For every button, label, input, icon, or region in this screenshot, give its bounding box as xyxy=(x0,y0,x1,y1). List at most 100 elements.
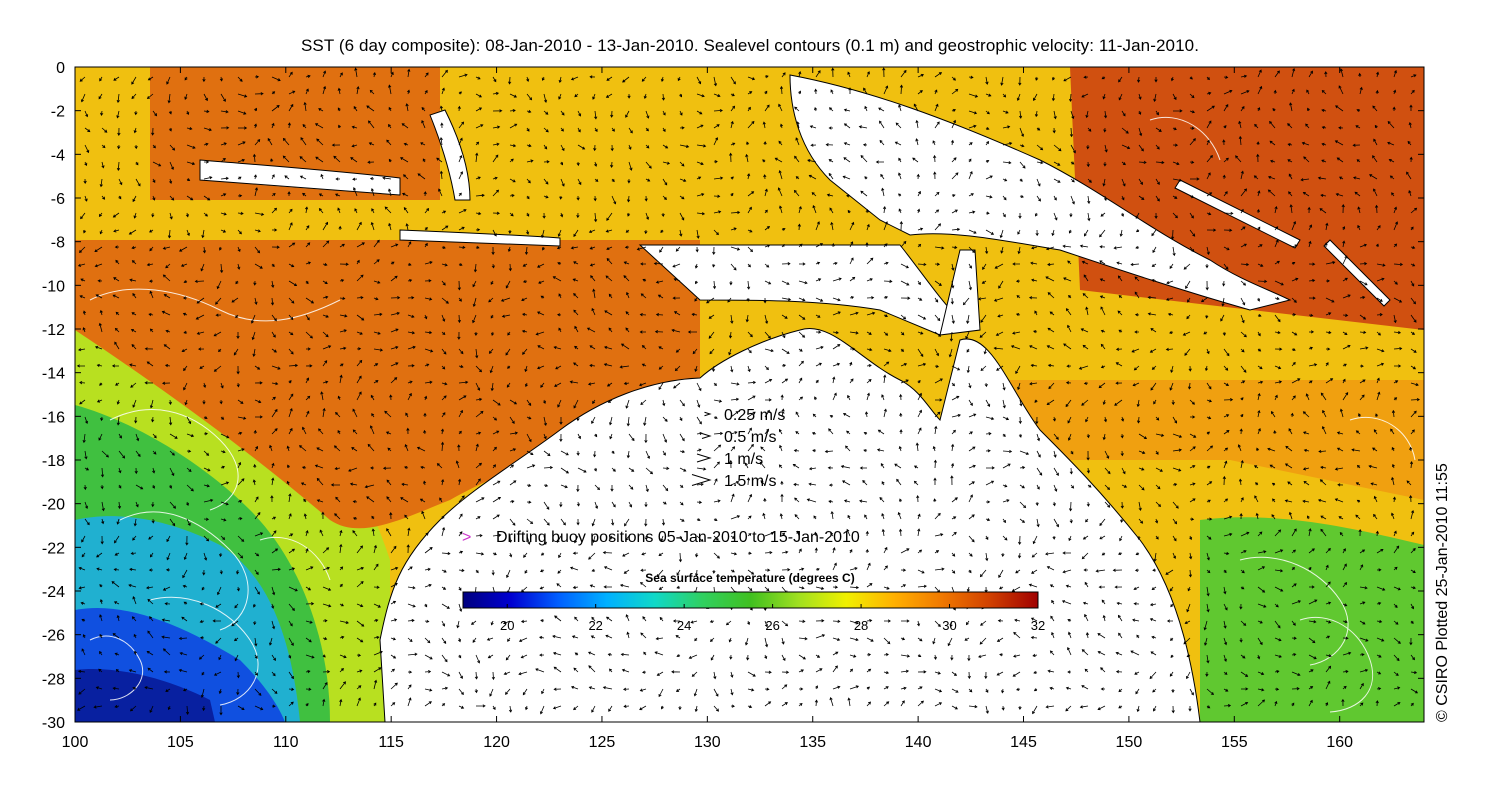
velocity-arrow xyxy=(865,242,869,247)
velocity-arrow xyxy=(441,348,447,355)
velocity-arrow xyxy=(696,448,702,452)
velocity-arrow xyxy=(985,140,990,146)
velocity-arrow xyxy=(373,585,380,589)
velocity-arrow xyxy=(917,380,921,384)
velocity-arrow xyxy=(1137,535,1141,540)
velocity-arrow xyxy=(162,274,171,282)
velocity-arrow xyxy=(1170,603,1174,608)
velocity-arrow xyxy=(985,195,993,199)
velocity-arrow xyxy=(220,465,226,469)
velocity-arrow xyxy=(1087,212,1091,222)
velocity-arrow xyxy=(1206,688,1214,695)
velocity-arrow xyxy=(288,513,292,520)
velocity-arrow xyxy=(330,483,341,487)
velocity-arrow xyxy=(1206,465,1211,469)
velocity-arrow xyxy=(574,345,579,350)
velocity-arrow xyxy=(866,379,872,384)
velocity-arrow xyxy=(1257,427,1261,435)
velocity-arrow xyxy=(1172,195,1178,199)
velocity-arrow xyxy=(611,450,615,454)
velocity-arrow xyxy=(662,501,667,505)
velocity-arrow xyxy=(759,461,766,469)
velocity-arrow xyxy=(237,141,246,146)
velocity-arrow xyxy=(1035,76,1039,81)
velocity-arrow xyxy=(524,382,528,388)
velocity-arrow xyxy=(1257,566,1266,571)
velocity-arrow xyxy=(356,314,365,321)
velocity-arrow xyxy=(1376,391,1381,401)
velocity-arrow xyxy=(1189,160,1195,164)
velocity-arrow xyxy=(390,545,397,554)
velocity-arrow xyxy=(288,331,294,336)
velocity-arrow xyxy=(934,378,943,384)
velocity-arrow xyxy=(730,246,741,251)
velocity-arrow xyxy=(1099,260,1106,265)
velocity-arrow xyxy=(912,157,919,163)
velocity-arrow xyxy=(185,212,189,218)
velocity-arrow xyxy=(883,221,888,231)
velocity-arrow xyxy=(968,170,973,180)
velocity-arrow xyxy=(116,93,120,104)
velocity-arrow xyxy=(271,314,277,322)
velocity-arrow xyxy=(543,144,548,150)
velocity-arrow xyxy=(815,70,821,78)
velocity-arrow xyxy=(524,705,529,711)
velocity-arrow xyxy=(1375,700,1379,707)
velocity-arrow xyxy=(1190,415,1196,419)
velocity-arrow xyxy=(607,653,613,657)
velocity-arrow xyxy=(1206,552,1210,561)
velocity-arrow xyxy=(356,697,361,707)
velocity-arrow xyxy=(524,246,529,255)
velocity-arrow xyxy=(388,106,392,112)
velocity-arrow xyxy=(116,416,120,426)
velocity-arrow xyxy=(407,262,412,266)
velocity-arrow xyxy=(322,221,328,231)
velocity-arrow xyxy=(509,93,518,98)
velocity-arrow xyxy=(1410,688,1419,694)
velocity-arrow xyxy=(879,139,885,146)
velocity-arrow xyxy=(950,443,955,452)
velocity-arrow xyxy=(640,568,647,572)
velocity-arrow xyxy=(339,262,349,266)
velocity-arrow xyxy=(335,177,340,181)
velocity-arrow xyxy=(318,207,324,214)
velocity-arrow xyxy=(1359,295,1366,300)
velocity-arrow xyxy=(849,654,857,658)
velocity-arrow xyxy=(165,329,171,333)
velocity-arrow xyxy=(815,619,825,623)
velocity-arrow xyxy=(475,397,483,402)
velocity-arrow xyxy=(254,671,258,676)
velocity-arrow xyxy=(1172,212,1178,219)
velocity-arrow xyxy=(998,280,1004,289)
velocity-arrow xyxy=(570,76,579,81)
velocity-arrow xyxy=(77,669,86,674)
velocity-arrow xyxy=(1408,190,1412,197)
velocity-arrow xyxy=(798,377,803,384)
velocity-arrow xyxy=(913,480,919,486)
velocity-arrow xyxy=(573,362,579,367)
velocity-arrow xyxy=(1069,212,1073,218)
velocity-arrow xyxy=(1152,246,1157,254)
velocity-arrow xyxy=(441,526,446,537)
velocity-arrow xyxy=(1117,614,1123,622)
velocity-arrow xyxy=(798,567,805,571)
velocity-arrow xyxy=(883,261,889,265)
velocity-arrow xyxy=(113,76,120,81)
velocity-arrow xyxy=(672,619,680,623)
velocity-arrow xyxy=(424,89,428,95)
velocity-arrow xyxy=(78,586,86,590)
velocity-arrow xyxy=(322,619,328,623)
velocity-arrow xyxy=(978,654,987,658)
velocity-arrow xyxy=(1319,208,1327,214)
velocity-arrow xyxy=(1274,205,1278,214)
velocity-arrow xyxy=(162,246,171,250)
velocity-arrow xyxy=(1358,72,1362,78)
velocity-arrow xyxy=(606,258,613,265)
velocity-arrow xyxy=(509,416,515,424)
velocity-arrow xyxy=(339,543,343,554)
velocity-arrow xyxy=(643,651,647,656)
velocity-arrow xyxy=(203,416,208,420)
velocity-arrow xyxy=(828,428,834,435)
velocity-arrow xyxy=(932,140,936,146)
velocity-arrow xyxy=(1223,704,1232,708)
